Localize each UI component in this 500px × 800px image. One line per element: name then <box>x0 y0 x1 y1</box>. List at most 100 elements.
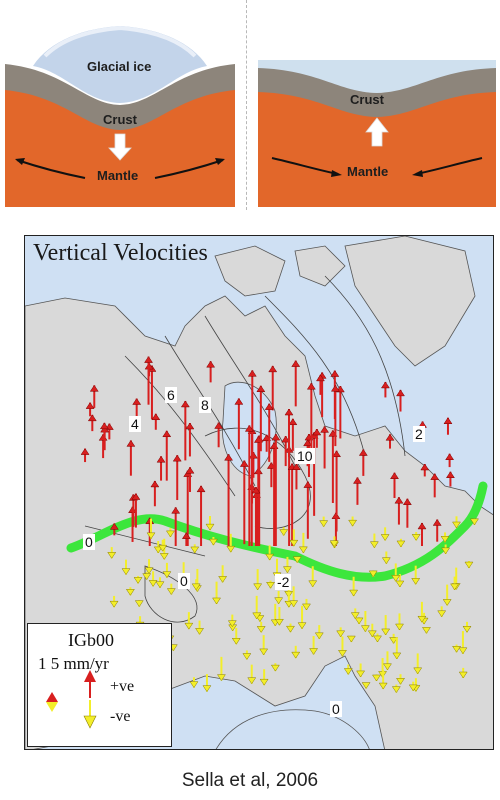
velocity-arrow-head <box>271 433 281 441</box>
velocity-arrow-head <box>372 674 381 682</box>
map-title: Vertical Velocities <box>33 240 208 266</box>
velocity-arrow-head <box>126 439 136 447</box>
rebound-diagram: Crust Mantle <box>258 0 496 207</box>
velocity-arrow-head <box>234 397 244 405</box>
vertical-velocity-map: Vertical Velocities 6 8 4 10 2 0 0 -2 0 … <box>24 235 494 750</box>
velocity-arrow-head <box>153 546 163 554</box>
arctic-islands <box>214 245 346 297</box>
velocity-arrow-head <box>396 678 405 685</box>
velocity-arrow-head <box>286 625 295 633</box>
velocity-arrow-head <box>196 485 206 493</box>
velocity-arrow-head <box>202 685 212 693</box>
velocity-arrow-head <box>391 575 401 582</box>
velocity-arrow-head <box>443 417 453 424</box>
velocity-arrow-head <box>338 650 347 657</box>
velocity-arrow-head <box>289 600 299 608</box>
velocity-arrow-head <box>440 536 450 543</box>
velocity-arrow-head <box>432 519 442 526</box>
contour-label: 4 <box>129 416 141 432</box>
velocity-arrow-head <box>430 473 440 480</box>
velocity-arrow-head <box>373 635 382 643</box>
velocity-arrow-head <box>205 523 215 531</box>
velocity-arrow-head <box>396 540 406 548</box>
velocity-arrow-head <box>247 677 257 685</box>
contour-label: 0 <box>83 534 95 550</box>
velocity-arrow-head <box>288 418 298 426</box>
velocity-arrow-head <box>216 674 226 682</box>
velocity-arrow-head <box>298 546 308 554</box>
contour-label: 0 <box>330 701 342 717</box>
panel-divider <box>246 0 247 210</box>
velocity-arrow-head <box>380 381 390 389</box>
velocity-arrow-head <box>361 682 371 689</box>
legend-scale: 1 5 mm/yr <box>38 654 109 673</box>
velocity-arrow-head <box>417 615 427 623</box>
crust-label-right: Crust <box>350 92 384 107</box>
velocity-arrow-head <box>274 597 284 605</box>
velocity-arrow-head <box>297 622 307 630</box>
velocity-arrow-head <box>181 532 191 539</box>
velocity-arrow-head <box>452 646 462 653</box>
velocity-arrow-head <box>279 529 289 536</box>
mantle-label-right: Mantle <box>347 164 389 179</box>
velocity-arrow-head <box>292 556 302 564</box>
velocity-arrow-head <box>80 448 90 455</box>
velocity-arrow-head <box>470 518 479 526</box>
velocity-arrow-head <box>172 454 182 462</box>
velocity-arrow-head <box>314 632 324 640</box>
contour-label: 2 <box>413 426 425 442</box>
velocity-arrow-head <box>306 382 316 390</box>
velocity-arrow-head <box>185 466 195 474</box>
velocity-arrow-head <box>99 422 109 430</box>
legend-symbols <box>46 670 97 729</box>
velocity-arrow-head <box>391 686 401 694</box>
velocity-arrow-head <box>358 449 368 456</box>
velocity-arrow-head <box>445 453 455 460</box>
velocity-arrow-head <box>380 534 390 541</box>
velocity-arrow-head <box>330 384 340 392</box>
velocity-arrow-head <box>282 566 292 574</box>
velocity-arrow-head <box>180 400 190 408</box>
velocity-arrow-head <box>268 365 278 373</box>
velocity-arrow-head <box>270 664 280 672</box>
velocity-arrow-head <box>309 648 319 655</box>
velocity-arrow-head <box>336 630 346 638</box>
velocity-arrow-head <box>266 582 276 589</box>
velocity-arrow-head <box>85 402 95 409</box>
velocity-arrow-head <box>239 460 249 467</box>
velocity-arrow-head <box>312 428 322 436</box>
glacial-loading-diagram: Glacial ice Crust Mantle <box>5 0 235 207</box>
velocity-arrow-head <box>107 552 117 559</box>
velocity-arrow-head <box>131 493 141 500</box>
velocity-arrow-head <box>265 553 275 561</box>
velocity-arrow-head <box>256 385 266 392</box>
velocity-arrow-head <box>395 580 405 588</box>
velocity-arrow-head <box>390 472 399 479</box>
velocity-arrow-head <box>360 625 370 633</box>
velocity-arrow-head <box>144 356 153 363</box>
velocity-arrow-head <box>144 567 154 575</box>
velocity-arrow-head <box>148 580 158 587</box>
gulf-of-mexico <box>215 709 370 749</box>
velocity-arrow-head <box>356 670 366 678</box>
velocity-arrow-head <box>411 534 421 541</box>
velocity-arrow-head <box>329 540 339 548</box>
velocity-arrow-head <box>421 627 431 634</box>
map-legend: IGb00 1 5 mm/yr +ve -ve <box>27 623 172 747</box>
velocity-arrow-head <box>303 481 313 488</box>
velocity-arrow-head <box>195 628 205 635</box>
contour-label: -2 <box>275 574 292 590</box>
glacial-ice-label: Glacial ice <box>87 59 152 74</box>
figure-caption: Sella et al, 2006 <box>181 770 319 791</box>
velocity-arrow-head <box>291 651 301 659</box>
velocity-arrow-head <box>381 628 391 636</box>
velocity-arrow-head <box>369 541 379 549</box>
velocity-arrow-head <box>458 647 468 655</box>
velocity-arrow-head <box>368 570 378 578</box>
velocity-arrow-head <box>281 435 291 443</box>
velocity-arrow-head <box>256 626 266 633</box>
velocity-arrow-head <box>259 648 269 656</box>
velocity-arrow-head <box>442 599 452 606</box>
velocity-arrow-head <box>291 463 301 471</box>
mantle-label-left: Mantle <box>97 168 139 183</box>
